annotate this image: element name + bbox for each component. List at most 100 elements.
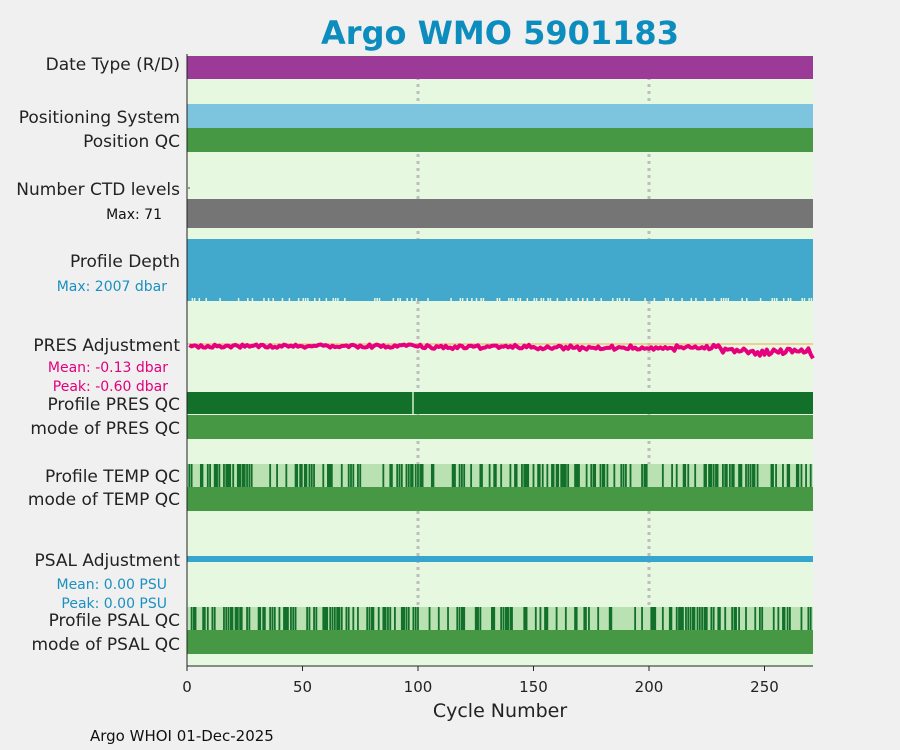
- qc-stripe: [532, 464, 535, 487]
- qc-stripe: [680, 607, 684, 630]
- qc-stripe: [722, 464, 724, 487]
- depth-mark: [776, 298, 778, 301]
- qc-stripe: [410, 464, 414, 487]
- qc-stripe: [685, 607, 687, 630]
- footer-text: Argo WHOI 01-Dec-2025: [90, 727, 274, 745]
- depth-mark: [399, 298, 402, 301]
- depth-mark: [720, 298, 723, 301]
- qc-stripe: [338, 607, 341, 630]
- qc-stripe: [504, 607, 509, 630]
- qc-stripe: [357, 464, 359, 487]
- depth-mark: [392, 298, 395, 301]
- depth-mark: [542, 298, 545, 301]
- depth-mark: [616, 298, 619, 301]
- qc-stripe: [377, 607, 380, 630]
- depth-mark: [582, 298, 584, 301]
- depth-mark: [517, 298, 519, 301]
- qc-stripe: [624, 464, 627, 487]
- qc-stripe: [509, 464, 512, 487]
- qc-stripe: [576, 464, 580, 487]
- qc-stripe: [544, 607, 548, 630]
- qc-stripe: [608, 607, 613, 630]
- qc-stripe: [599, 464, 602, 487]
- qc-stripe: [525, 464, 530, 487]
- qc-stripe: [738, 464, 742, 487]
- qc-stripe: [507, 607, 509, 630]
- depth-mark: [681, 298, 683, 301]
- qc-stripe: [345, 607, 348, 630]
- x-axis-ticks: 0 50 100 150 200 250: [182, 666, 779, 696]
- qc-stripe: [740, 464, 743, 487]
- qc-stripe: [248, 464, 251, 487]
- depth-mark: [466, 298, 469, 301]
- qc-stripe: [257, 607, 262, 630]
- qc-stripe: [588, 607, 590, 630]
- depth-mark: [570, 298, 572, 301]
- qc-stripe: [800, 464, 803, 487]
- depth-mark: [198, 298, 201, 301]
- depth-mark: [344, 298, 346, 301]
- depth-mark: [808, 298, 810, 301]
- qc-stripe: [412, 607, 415, 630]
- qc-stripe: [745, 607, 747, 630]
- qc-stripe: [537, 464, 541, 487]
- qc-stripe: [555, 607, 558, 630]
- qc-stripe: [308, 607, 311, 630]
- qc-stripe: [668, 607, 673, 630]
- qc-stripe: [313, 607, 315, 630]
- qc-stripe: [601, 464, 606, 487]
- label-pres-adjustment: PRES Adjustment: [33, 336, 180, 356]
- qc-stripe: [643, 464, 647, 487]
- depth-mark: [314, 298, 316, 301]
- qc-stripe: [239, 607, 243, 630]
- depth-mark: [725, 298, 727, 301]
- depth-mark: [471, 298, 473, 301]
- mode-pres-qc-bar: [187, 415, 813, 439]
- qc-stripe: [398, 464, 401, 487]
- qc-stripe: [357, 607, 359, 630]
- depth-mark: [695, 298, 697, 301]
- qc-stripe: [417, 464, 419, 487]
- qc-stripe: [546, 607, 549, 630]
- qc-stripe: [303, 464, 308, 487]
- qc-stripe: [772, 607, 775, 630]
- qc-stripe: [414, 464, 417, 487]
- depth-mark: [722, 298, 725, 301]
- depth-mark: [304, 298, 307, 301]
- x-tick-label: 250: [750, 678, 779, 696]
- qc-stripe: [671, 464, 673, 487]
- qc-stripe: [308, 464, 311, 487]
- qc-stripe: [463, 607, 466, 630]
- qc-stripe: [807, 607, 810, 630]
- position-qc-bar: [187, 128, 813, 152]
- qc-stripe: [456, 607, 459, 630]
- qc-stripe: [539, 607, 542, 630]
- qc-stripe: [403, 607, 406, 630]
- qc-stripe: [350, 464, 352, 487]
- qc-stripe: [606, 464, 609, 487]
- qc-stripe: [645, 464, 648, 487]
- qc-stripe: [521, 464, 523, 487]
- qc-stripe: [675, 607, 678, 630]
- qc-stripe: [190, 464, 193, 487]
- qc-stripe: [809, 464, 812, 487]
- qc-stripe: [419, 464, 423, 487]
- depth-mark: [556, 298, 559, 301]
- qc-stripe: [405, 464, 408, 487]
- depth-mark: [810, 298, 813, 301]
- qc-stripe: [546, 464, 549, 487]
- qc-stripe: [696, 607, 699, 630]
- depth-mark: [759, 298, 762, 301]
- qc-stripe: [368, 607, 371, 630]
- qc-stripe: [493, 464, 497, 487]
- depth-mark: [307, 298, 309, 301]
- qc-stripe: [292, 607, 295, 630]
- qc-stripe: [460, 464, 463, 487]
- depth-mark: [318, 298, 321, 301]
- qc-stripe: [313, 464, 315, 487]
- label-mode-pres-qc: mode of PRES QC: [30, 419, 180, 439]
- depth-mark: [727, 298, 730, 301]
- qc-stripe: [262, 607, 266, 630]
- qc-stripe: [585, 464, 588, 487]
